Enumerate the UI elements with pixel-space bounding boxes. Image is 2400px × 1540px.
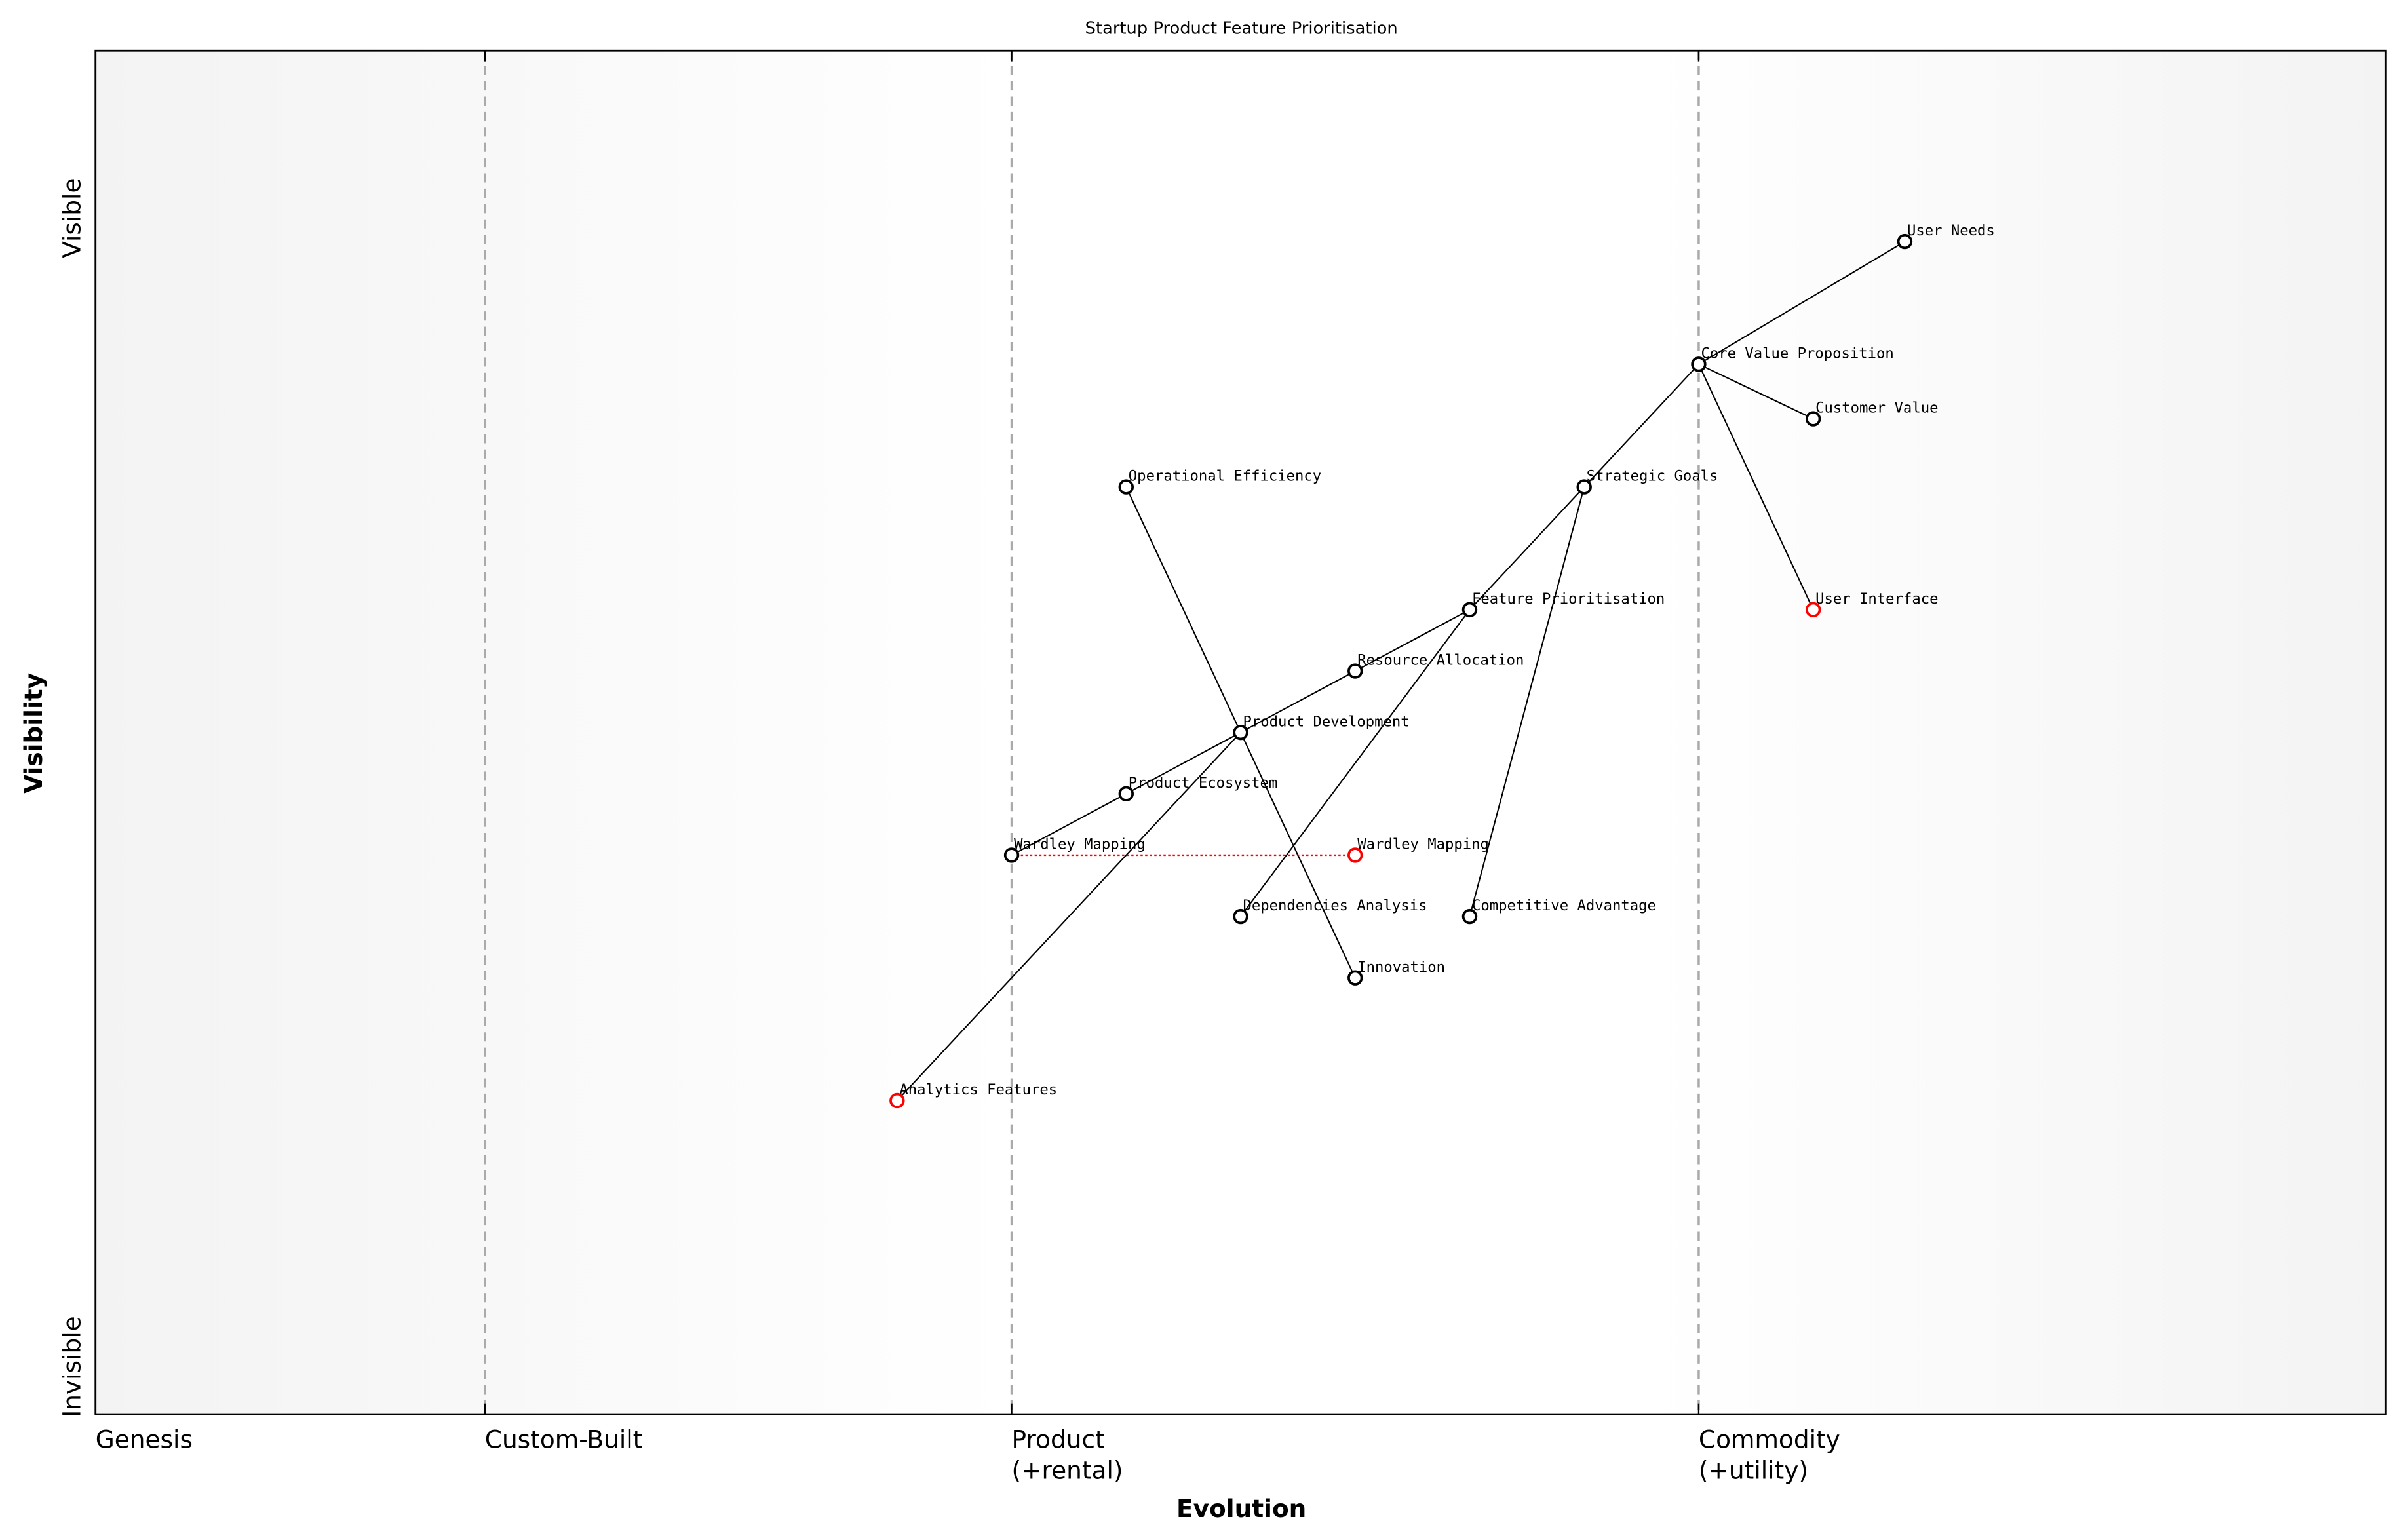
component-marker[interactable] [1461, 602, 1478, 618]
component-label: Product Ecosystem [1129, 775, 1277, 792]
component-node[interactable]: Innovation [1347, 959, 1445, 986]
dependency-link [1125, 731, 1241, 795]
dependency-link [1240, 670, 1356, 733]
dependency-link [897, 731, 1241, 1102]
component-label: Product Development [1243, 713, 1410, 730]
component-label: Analytics Features [899, 1081, 1057, 1098]
component-label: Operational Efficiency [1129, 468, 1321, 485]
component-marker[interactable] [1118, 479, 1134, 495]
component-marker[interactable] [1003, 847, 1020, 863]
dependency-link [1469, 486, 1585, 611]
component-node[interactable]: Product Ecosystem [1118, 775, 1277, 801]
component-label: Core Value Proposition [1701, 345, 1893, 362]
dependency-link [1011, 793, 1127, 856]
component-label: User Interface [1815, 590, 1938, 607]
x-axis-label: Evolution [1176, 1494, 1306, 1523]
stage-label: Genesis [96, 1425, 193, 1454]
dependency-link [1698, 241, 1905, 365]
component-node[interactable]: Wardley Mapping [1003, 836, 1146, 863]
component-marker[interactable] [1347, 663, 1363, 679]
component-label: User Needs [1907, 222, 1995, 239]
component-label: Wardley Mapping [1357, 836, 1489, 853]
stage-label-sub: (+rental) [1012, 1455, 1123, 1484]
component-label: Innovation [1357, 959, 1445, 976]
component-node[interactable]: Feature Prioritisation [1461, 590, 1665, 618]
dependency-link [1355, 609, 1470, 672]
component-node[interactable]: Wardley Mapping [1347, 836, 1489, 863]
component-marker[interactable] [1576, 479, 1592, 495]
component-marker[interactable] [889, 1092, 905, 1109]
stage-label-sub: (+utility) [1699, 1455, 1808, 1484]
dependency-link [1698, 363, 1814, 420]
stage-label: Commodity [1699, 1425, 1840, 1454]
component-node[interactable]: Customer Value [1805, 400, 1939, 427]
component-label: Strategic Goals [1587, 468, 1718, 485]
component-marker[interactable] [1347, 847, 1363, 863]
stage-label: Custom-Built [485, 1425, 643, 1454]
component-label: Competitive Advantage [1472, 897, 1656, 914]
component-node[interactable]: User Interface [1805, 590, 1939, 618]
component-node[interactable]: Strategic Goals [1576, 468, 1718, 495]
stage-label: Product [1012, 1425, 1105, 1454]
component-marker[interactable] [1897, 233, 1913, 250]
dependency-link [1469, 486, 1585, 917]
y-axis-top-label: Visible [57, 178, 86, 258]
chart-title: Startup Product Feature Prioritisation [1085, 18, 1398, 38]
component-label: Resource Allocation [1357, 652, 1524, 669]
component-node[interactable]: Core Value Proposition [1691, 345, 1894, 372]
dependency-link [1240, 609, 1471, 917]
component-marker[interactable] [1233, 908, 1248, 925]
component-label: Customer Value [1815, 400, 1938, 417]
component-node[interactable]: Competitive Advantage [1461, 897, 1656, 925]
component-marker[interactable] [1805, 602, 1821, 618]
component-node[interactable]: Analytics Features [889, 1081, 1057, 1109]
component-node[interactable]: Resource Allocation [1347, 652, 1524, 679]
component-marker[interactable] [1233, 724, 1248, 741]
component-marker[interactable] [1461, 908, 1478, 925]
component-node[interactable]: Operational Efficiency [1118, 468, 1321, 495]
component-label: Dependencies Analysis [1243, 897, 1427, 914]
dependency-link [1583, 364, 1699, 488]
component-label: Feature Prioritisation [1472, 590, 1665, 607]
component-marker[interactable] [1347, 970, 1363, 986]
y-axis-bottom-label: Invisible [57, 1316, 86, 1417]
component-node[interactable]: Product Development [1233, 713, 1410, 741]
component-marker[interactable] [1691, 356, 1707, 372]
component-marker[interactable] [1805, 411, 1821, 427]
component-label: Wardley Mapping [1014, 836, 1146, 853]
plot-frame [94, 49, 2387, 1415]
y-axis-label: Visibility [19, 673, 48, 794]
component-node[interactable]: Dependencies Analysis [1233, 897, 1427, 925]
component-node[interactable]: User Needs [1897, 222, 1995, 250]
dependency-link [1125, 486, 1241, 733]
dependency-link [1697, 364, 1814, 610]
component-marker[interactable] [1118, 786, 1134, 801]
